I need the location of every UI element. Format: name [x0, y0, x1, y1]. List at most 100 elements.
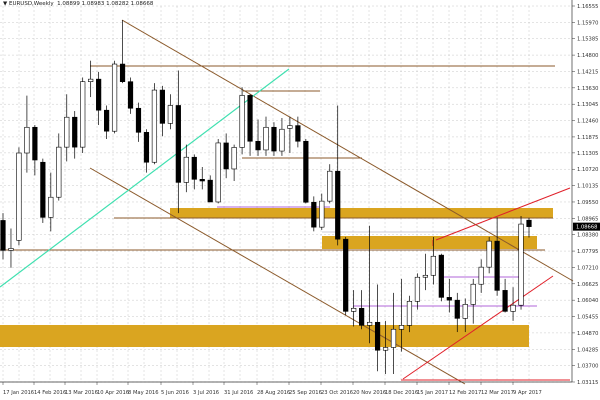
y-tick-label: 1.04870 [577, 331, 598, 337]
candle [151, 83, 158, 165]
candle-body [167, 105, 173, 124]
candle-body [88, 78, 94, 82]
x-tick-label: 17 Jan 2016 [3, 390, 34, 396]
y-tick-label: 1.10135 [577, 184, 598, 190]
candle [96, 71, 102, 126]
candle [127, 77, 134, 114]
current-price-label: 1.08668 [576, 225, 597, 231]
y-tick-label: 1.12460 [577, 119, 598, 125]
candle [104, 105, 110, 140]
candle [502, 278, 508, 313]
candle [351, 290, 357, 327]
x-tick-label: 5 Jun 2016 [161, 390, 189, 396]
candle-body [287, 125, 293, 129]
candle-body [335, 170, 341, 240]
y-tick-label: 1.16555 [577, 4, 598, 10]
x-tick-label: 28 Aug 2016 [257, 390, 290, 396]
candle-body [64, 116, 70, 148]
candle-body [16, 152, 22, 241]
y-tick-label: 1.13630 [577, 86, 598, 92]
y-tick-label: 1.14215 [577, 69, 598, 75]
candle [518, 215, 524, 310]
x-tick-label: 12 Feb 2017 [449, 390, 481, 396]
y-tick-label: 1.09550 [577, 200, 598, 206]
candle-body [454, 299, 460, 319]
x-tick-label: 18 Dec 2016 [385, 390, 418, 396]
candle [207, 175, 213, 203]
candle [390, 292, 397, 375]
y-tick-label: 1.08965 [577, 216, 598, 222]
candle-body [295, 125, 301, 142]
y-tick-label: 1.06625 [577, 282, 598, 288]
candle-body [104, 109, 110, 132]
y-tick-label: 1.14800 [577, 53, 598, 59]
candle-body [518, 223, 524, 306]
candle [526, 217, 532, 238]
candle [159, 85, 165, 137]
candle [8, 228, 14, 268]
candle-body [255, 140, 261, 151]
collapse-arrow-icon[interactable]: ▼ [3, 1, 8, 7]
candle [279, 118, 285, 156]
candle [510, 287, 516, 321]
candle [287, 116, 293, 154]
y-tick-label: 1.03115 [577, 380, 598, 386]
candle-body [478, 266, 484, 285]
candle-body [303, 140, 309, 203]
candle [271, 122, 277, 156]
high-value: 1.08983 [81, 1, 105, 7]
candle-body [199, 179, 205, 182]
candle-body [143, 132, 150, 163]
x-tick-label: 20 Nov 2016 [353, 390, 386, 396]
x-tick-label: 10 Apr 2016 [97, 390, 129, 396]
candle-body [175, 105, 181, 183]
candle [48, 172, 54, 232]
channel-top-trendline [121, 19, 574, 282]
candle-body [414, 276, 421, 302]
low-value: 1.08282 [106, 1, 129, 7]
candle-body [430, 255, 436, 276]
support-resistance-zone [0, 325, 529, 347]
candle [175, 70, 181, 214]
candle-body [56, 146, 62, 198]
x-tick-label: 25 Sep 2016 [289, 390, 322, 396]
candle-body [359, 307, 365, 326]
candle-body [422, 274, 428, 278]
candle-body [311, 201, 317, 228]
x-tick-label: 13 Mar 2016 [65, 390, 98, 396]
candle-body [382, 347, 389, 351]
y-tick-label: 1.15385 [577, 37, 598, 43]
x-tick-label: 31 Jul 2016 [224, 390, 253, 396]
candle [64, 94, 70, 162]
candle [263, 116, 269, 156]
candle-body [239, 95, 245, 148]
candle [438, 253, 444, 302]
candle [111, 60, 118, 134]
candle-body [247, 95, 253, 142]
candle-body [127, 81, 134, 109]
candle-body [40, 161, 46, 218]
candle-body [406, 300, 413, 326]
candle-body [111, 63, 118, 132]
candle [40, 158, 46, 223]
candle-body [80, 81, 86, 148]
close-value: 1.08668 [130, 1, 154, 7]
candle [199, 167, 205, 190]
channel-bottom-trendline [89, 167, 466, 385]
wedge-upper-line [435, 187, 571, 241]
x-tick-label: 9 Apr 2017 [513, 390, 542, 396]
candle [24, 95, 30, 173]
candle-body [48, 196, 54, 218]
open-value: 1.08899 [57, 1, 80, 7]
candle-body [24, 126, 30, 154]
y-tick-label: 1.04285 [577, 347, 598, 353]
candle-body [510, 304, 516, 312]
candle-body [135, 107, 142, 133]
candle [88, 60, 94, 98]
candle [422, 253, 428, 291]
candle [478, 259, 484, 293]
candle [319, 193, 325, 230]
candle [72, 111, 78, 159]
